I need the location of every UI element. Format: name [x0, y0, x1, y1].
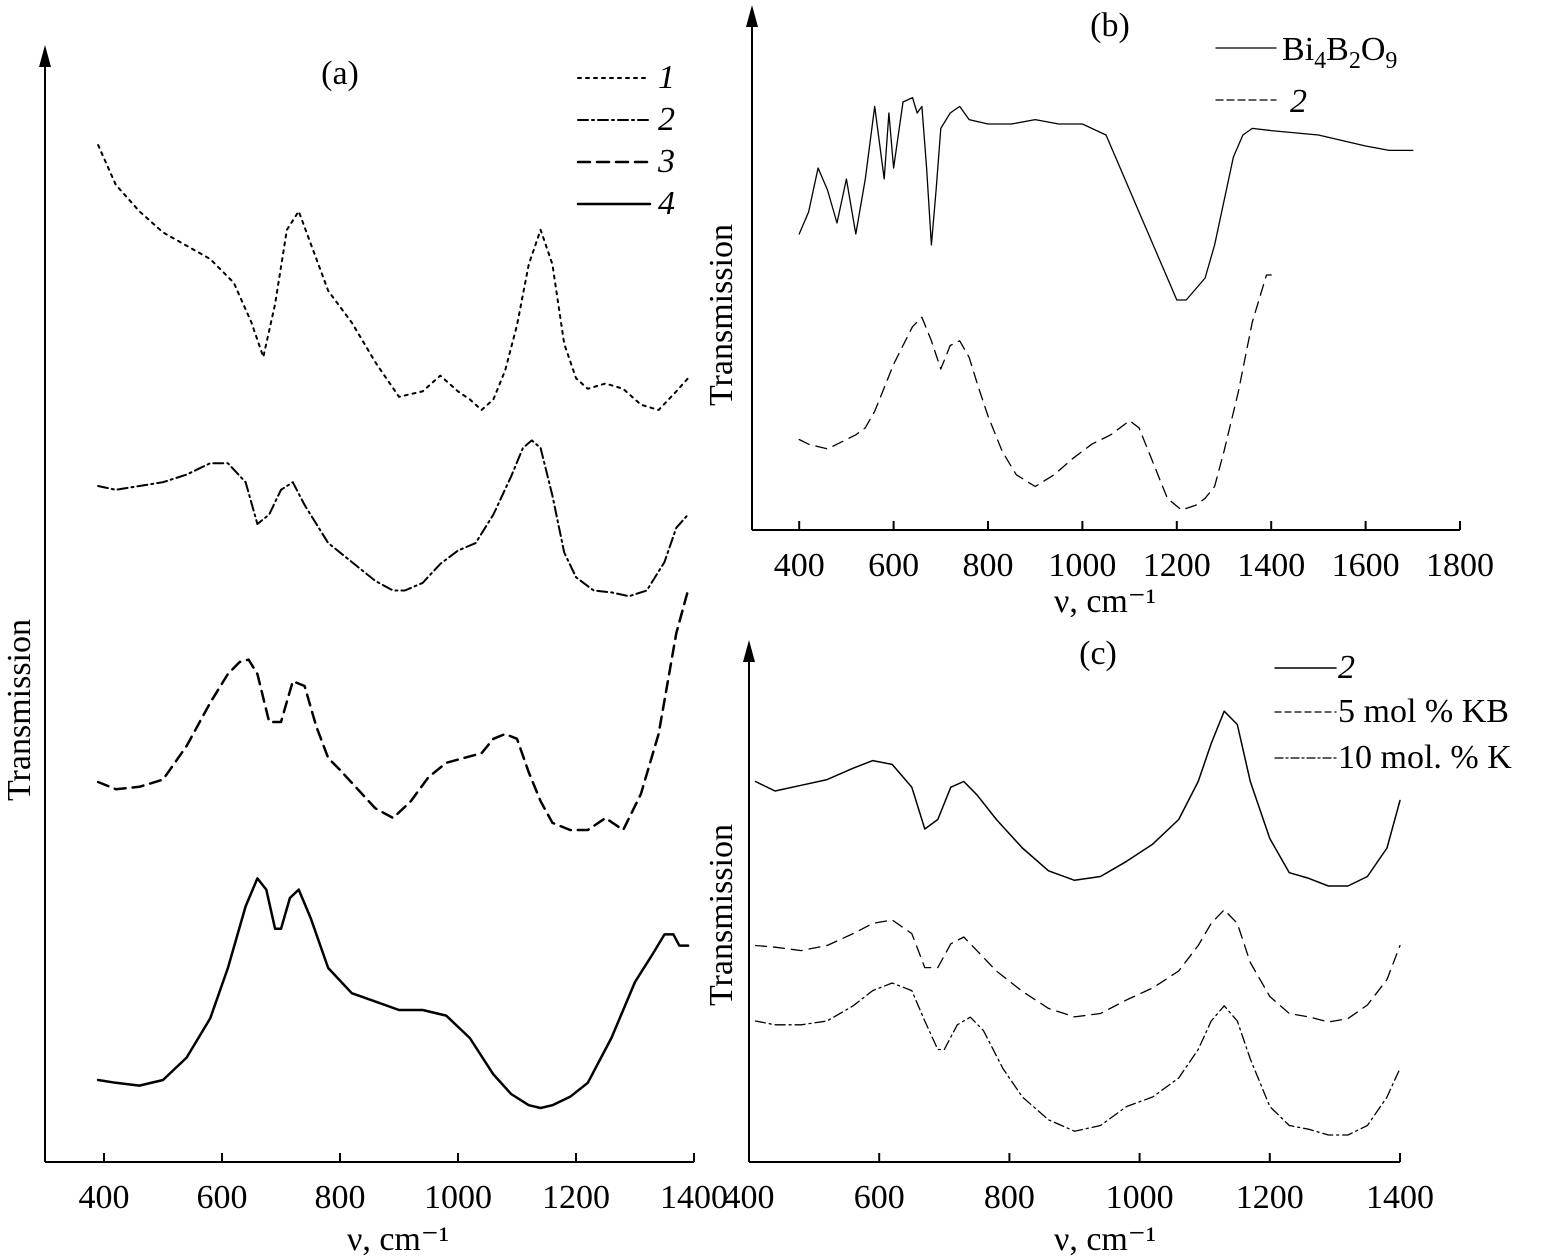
panel-c-x-ticks: 400 600 800 1000 1200 1400	[724, 1153, 1434, 1216]
panel-a: (a) Transmission ν, cm⁻¹ 400 600 800 1000 12…	[1, 45, 728, 1257]
panel-a-y-axis-title: Transmission	[1, 619, 38, 801]
panel-a-x-ticks: 400 600 800 1000 1200 1400	[79, 1153, 728, 1216]
panel-c-x-tick-label: 600	[854, 1179, 905, 1216]
panel-b-label: (b)	[1090, 7, 1130, 44]
panel-a-x-tick-label: 800	[315, 1179, 366, 1216]
legend-b-bi4b2o9-label: Bi4B2O9	[1282, 31, 1397, 74]
panel-a-series	[96, 144, 690, 1110]
panel-c: (c) Transmission ν, cm⁻¹ 400 600 800 1000 12…	[703, 635, 1512, 1257]
panel-b-x-tick-label: 1000	[1048, 547, 1116, 584]
panel-b-y-axis-arrow	[746, 5, 758, 27]
legend-c-5kb-label: 5 mol % KB	[1338, 693, 1509, 730]
panel-b-series-line	[798, 96, 1414, 301]
panel-b-x-axis-title: ν, cm⁻¹	[1054, 583, 1156, 620]
panel-a-series-line	[97, 439, 690, 598]
panel-c-y-axis-title: Transmission	[703, 824, 740, 1006]
panel-c-series-line	[754, 710, 1401, 887]
panel-c-legend: 2 5 mol % KB 10 mol. % K	[1274, 649, 1512, 776]
panel-b-x-tick-label: 1400	[1237, 547, 1305, 584]
panel-a-series-line	[96, 877, 690, 1110]
panel-a-series-line	[96, 588, 690, 832]
panel-c-series	[754, 710, 1401, 1136]
panel-a-x-tick-label: 600	[197, 1179, 248, 1216]
panel-a-axes	[39, 45, 694, 1163]
panel-c-x-tick-label: 1000	[1106, 1179, 1174, 1216]
panel-c-series-line	[754, 982, 1401, 1136]
panel-b-legend: Bi4B2O9 2	[1215, 31, 1397, 120]
legend-a-2-label: 2	[658, 101, 675, 138]
panel-c-label: (c)	[1079, 635, 1117, 672]
panel-a-legend: 1 2 3 4	[576, 59, 675, 222]
panel-b-x-tick-label: 600	[868, 547, 919, 584]
panel-b-series-line	[798, 274, 1272, 511]
panel-a-series-line	[97, 144, 690, 411]
panel-c-x-tick-label: 1200	[1236, 1179, 1304, 1216]
panel-b-x-tick-label: 1200	[1143, 547, 1211, 584]
panel-c-y-axis-arrow	[743, 640, 755, 662]
legend-a-1-label: 1	[658, 59, 675, 96]
panel-c-x-tick-label: 800	[984, 1179, 1035, 1216]
panel-b-y-axis-title: Transmission	[703, 224, 740, 406]
panel-b-x-ticks: 400 600 800 1000 1200 1400 1600 1800	[774, 521, 1494, 584]
panel-c-x-axis-title: ν, cm⁻¹	[1054, 1221, 1156, 1257]
panel-b-x-tick-label: 400	[774, 547, 825, 584]
panel-a-y-axis-arrow	[39, 45, 51, 67]
panel-c-series-line	[754, 909, 1401, 1023]
panel-a-x-tick-label: 1000	[424, 1179, 492, 1216]
legend-a-4-label: 4	[658, 185, 675, 222]
legend-c-2-label: 2	[1338, 649, 1355, 686]
panel-c-x-tick-label: 400	[724, 1179, 775, 1216]
panel-b: (b) Transmission ν, cm⁻¹ 400 600 800 1000 12…	[703, 5, 1494, 620]
panel-c-axes	[743, 640, 1400, 1163]
panel-b-axes	[746, 5, 1460, 531]
panel-b-x-tick-label: 800	[963, 547, 1014, 584]
panel-a-x-tick-label: 1200	[542, 1179, 610, 1216]
panel-b-series	[798, 96, 1414, 511]
panel-a-x-tick-label: 1400	[660, 1179, 728, 1216]
panel-a-label: (a)	[321, 55, 359, 92]
legend-b-2-label: 2	[1290, 83, 1307, 120]
legend-a-3-label: 3	[657, 143, 675, 180]
panel-b-x-tick-label: 1600	[1332, 547, 1400, 584]
panel-c-x-tick-label: 1400	[1366, 1179, 1434, 1216]
legend-c-10k-label: 10 mol. % K	[1338, 739, 1512, 776]
panel-a-x-tick-label: 400	[79, 1179, 130, 1216]
panel-a-x-axis-title: ν, cm⁻¹	[347, 1221, 449, 1257]
panel-b-x-tick-label: 1800	[1426, 547, 1494, 584]
